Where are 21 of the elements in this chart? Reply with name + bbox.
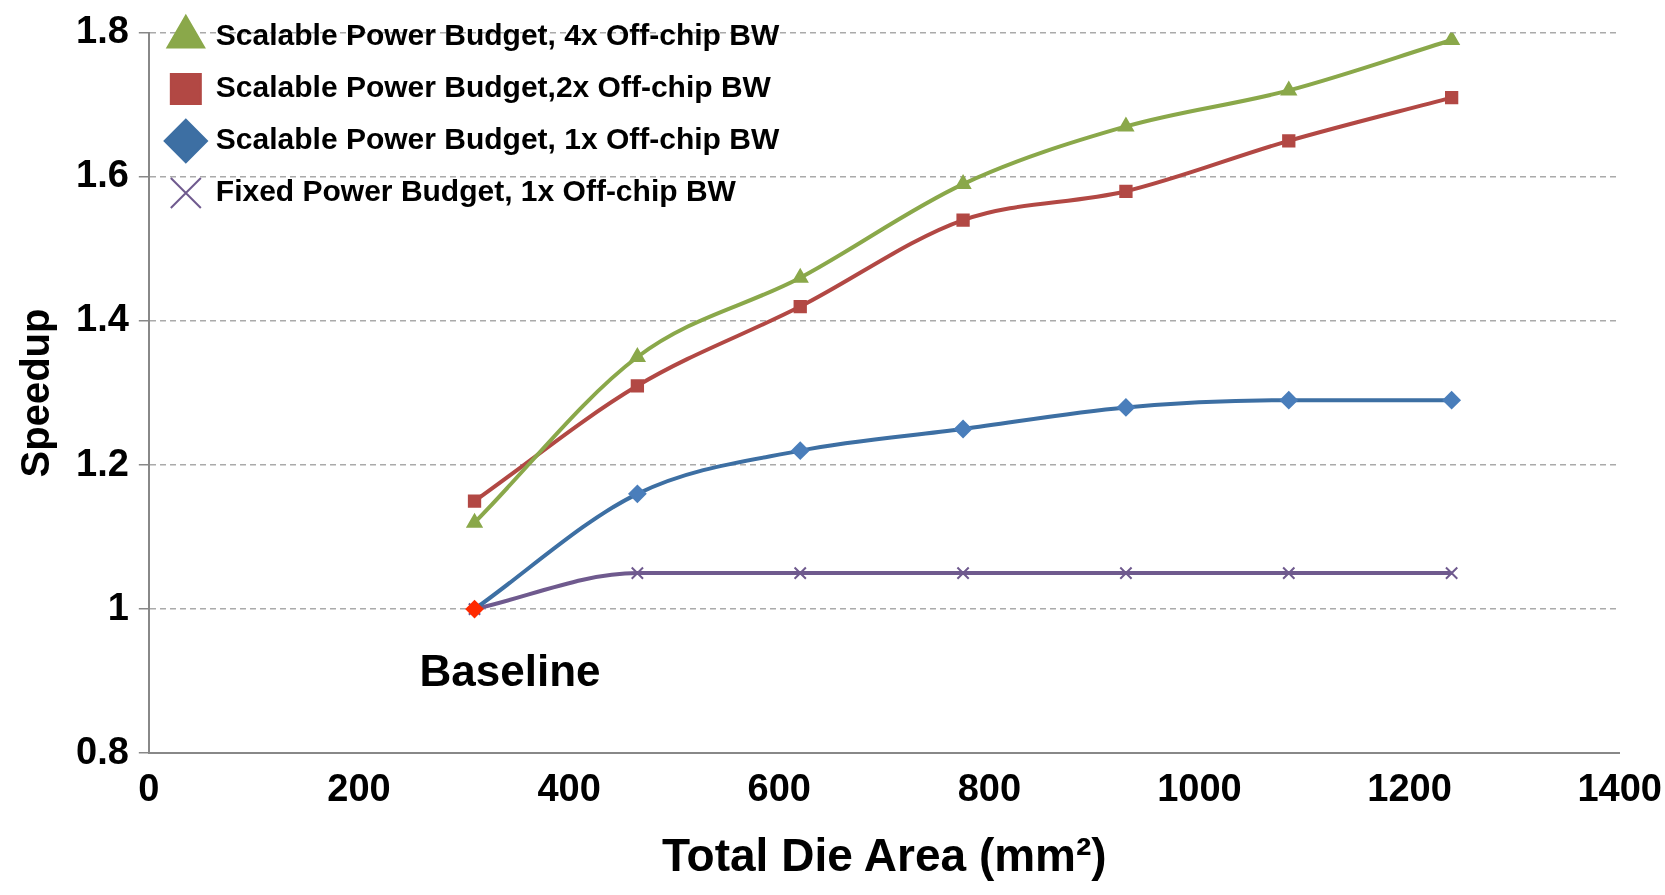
legend-label: Scalable Power Budget,2x Off-chip BW [215,70,772,104]
x-tick-label: 400 [537,767,601,810]
legend-label: Fixed Power Budget, 1x Off-chip BW [215,174,737,208]
y-tick-label: 1.2 [76,441,129,484]
y-tick-label: 0.8 [76,729,129,772]
x-tick-label: 800 [957,767,1022,810]
x-tick-label: 1000 [1157,767,1242,810]
y-tick-label: 1.4 [76,297,129,340]
x-tick-label: 600 [747,767,811,810]
y-tick-label: 1 [107,585,129,628]
y-tick-label: 1.6 [76,153,129,196]
x-tick-label: 1200 [1367,767,1452,810]
x-tick-label: 200 [327,767,391,810]
y-tick-label: 1.8 [76,9,129,52]
legend-label: Scalable Power Budget, 1x Off-chip BW [215,122,780,156]
x-axis-title: Total Die Area (mm²) [661,829,1107,882]
x-tick-label: 0 [138,767,160,810]
annotation: Baseline [419,646,601,696]
y-axis-title: Speedup [13,308,58,478]
x-tick-label: 1400 [1577,767,1663,810]
legend-label: Scalable Power Budget, 4x Off-chip BW [215,18,780,52]
